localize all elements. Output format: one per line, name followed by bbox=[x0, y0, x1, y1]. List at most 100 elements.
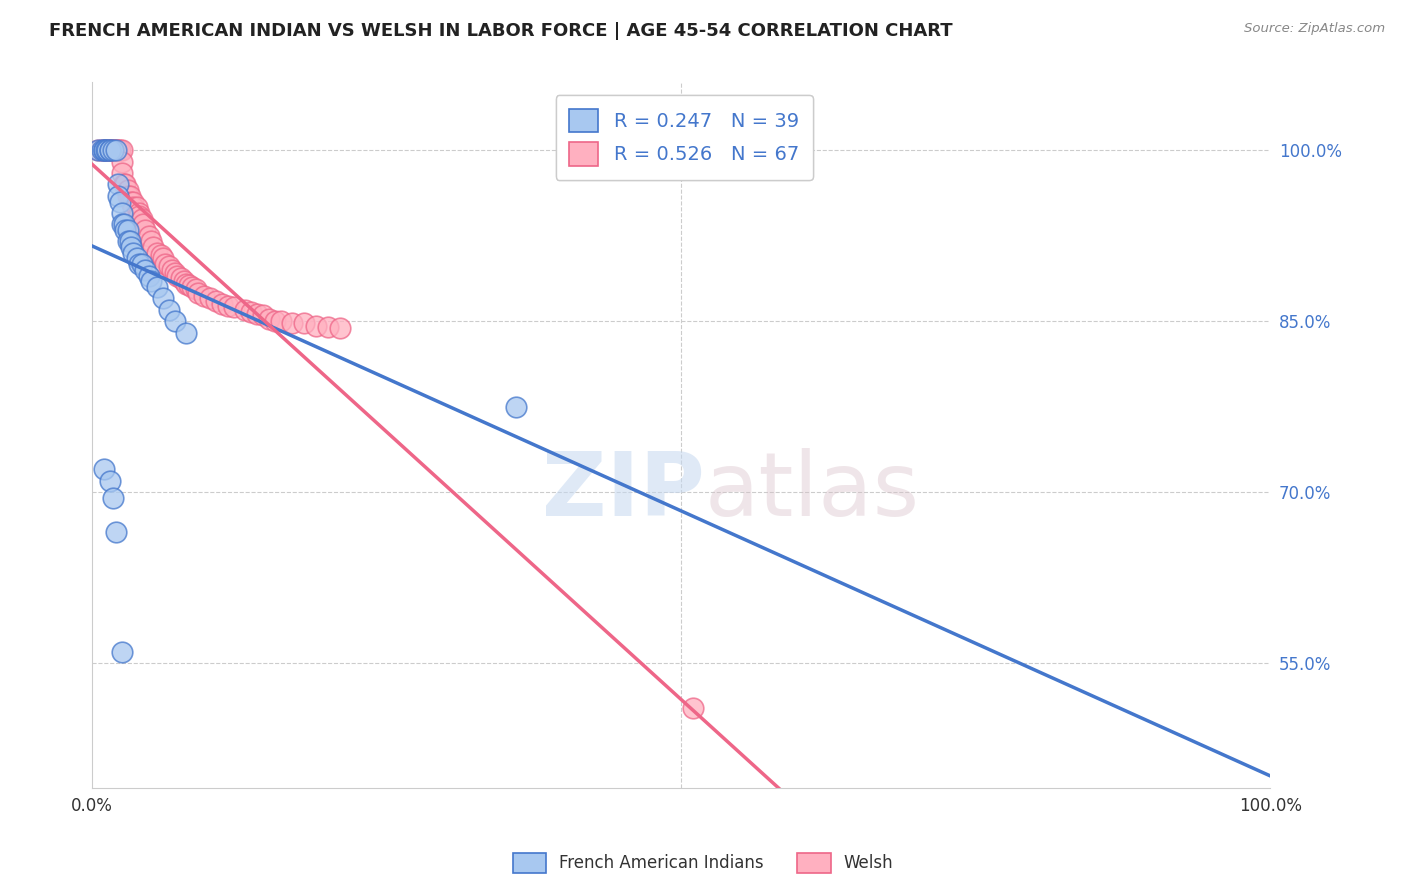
Text: atlas: atlas bbox=[704, 448, 920, 535]
Point bbox=[96, 143, 118, 157]
Point bbox=[117, 183, 139, 197]
Text: FRENCH AMERICAN INDIAN VS WELSH IN LABOR FORCE | AGE 45-54 CORRELATION CHART: FRENCH AMERICAN INDIAN VS WELSH IN LABOR… bbox=[49, 22, 953, 40]
Point bbox=[193, 289, 215, 303]
Point bbox=[235, 302, 257, 317]
Point bbox=[176, 326, 198, 340]
Point bbox=[117, 189, 139, 203]
Point bbox=[90, 143, 112, 157]
Point bbox=[118, 189, 141, 203]
Point bbox=[122, 200, 145, 214]
Point bbox=[157, 260, 180, 274]
Point bbox=[112, 217, 135, 231]
Point bbox=[112, 178, 135, 192]
Text: Source: ZipAtlas.com: Source: ZipAtlas.com bbox=[1244, 22, 1385, 36]
Point bbox=[96, 143, 118, 157]
Point bbox=[120, 240, 142, 254]
Point bbox=[281, 317, 304, 331]
Point bbox=[111, 217, 134, 231]
Point bbox=[682, 701, 704, 715]
Point bbox=[152, 252, 174, 266]
Point bbox=[316, 319, 339, 334]
Point bbox=[134, 263, 156, 277]
Point bbox=[98, 143, 121, 157]
Point bbox=[98, 474, 121, 488]
Point bbox=[169, 270, 191, 285]
Legend: French American Indians, Welsh: French American Indians, Welsh bbox=[506, 847, 900, 880]
Point bbox=[104, 143, 127, 157]
Point bbox=[128, 210, 150, 224]
Text: ZIP: ZIP bbox=[543, 448, 704, 535]
Point bbox=[187, 285, 209, 300]
Point bbox=[111, 154, 134, 169]
Point bbox=[263, 314, 285, 328]
Point bbox=[125, 200, 148, 214]
Point bbox=[163, 266, 186, 280]
Point bbox=[104, 524, 127, 539]
Point bbox=[292, 317, 315, 331]
Point bbox=[98, 143, 121, 157]
Point bbox=[117, 223, 139, 237]
Point bbox=[131, 257, 153, 271]
Point bbox=[93, 143, 115, 157]
Point bbox=[93, 143, 115, 157]
Point bbox=[146, 245, 169, 260]
Point bbox=[134, 223, 156, 237]
Point bbox=[257, 311, 280, 326]
Point bbox=[163, 314, 186, 328]
Legend: R = 0.247   N = 39, R = 0.526   N = 67: R = 0.247 N = 39, R = 0.526 N = 67 bbox=[555, 95, 813, 179]
Point bbox=[138, 228, 160, 243]
Point bbox=[176, 277, 198, 291]
Point bbox=[125, 252, 148, 266]
Point bbox=[87, 143, 110, 157]
Point bbox=[128, 257, 150, 271]
Point bbox=[103, 143, 125, 157]
Point bbox=[155, 257, 177, 271]
Point bbox=[211, 297, 233, 311]
Point bbox=[93, 462, 115, 476]
Point bbox=[90, 143, 112, 157]
Point bbox=[111, 166, 134, 180]
Point bbox=[103, 143, 125, 157]
Point bbox=[138, 268, 160, 283]
Point bbox=[205, 293, 228, 308]
Point bbox=[146, 280, 169, 294]
Point bbox=[117, 235, 139, 249]
Point bbox=[222, 301, 245, 315]
Point bbox=[157, 302, 180, 317]
Point bbox=[100, 143, 122, 157]
Point bbox=[110, 194, 132, 209]
Point bbox=[177, 277, 200, 292]
Point bbox=[87, 143, 110, 157]
Point bbox=[122, 245, 145, 260]
Point bbox=[246, 307, 269, 321]
Point bbox=[270, 314, 292, 328]
Point bbox=[118, 235, 141, 249]
Point bbox=[103, 491, 125, 505]
Point bbox=[103, 143, 125, 157]
Point bbox=[142, 240, 165, 254]
Point bbox=[181, 280, 204, 294]
Point bbox=[107, 143, 129, 157]
Point bbox=[104, 143, 127, 157]
Point bbox=[96, 143, 118, 157]
Point bbox=[97, 143, 120, 157]
Point bbox=[198, 291, 221, 305]
Point bbox=[107, 189, 129, 203]
Point bbox=[111, 644, 134, 658]
Point bbox=[93, 143, 115, 157]
Point bbox=[149, 248, 172, 262]
Point bbox=[122, 194, 145, 209]
Point bbox=[111, 143, 134, 157]
Point bbox=[252, 309, 274, 323]
Point bbox=[111, 206, 134, 220]
Point bbox=[329, 321, 352, 335]
Point bbox=[139, 274, 162, 288]
Point bbox=[166, 268, 188, 283]
Point bbox=[114, 223, 136, 237]
Point bbox=[104, 143, 127, 157]
Point bbox=[505, 400, 527, 414]
Point bbox=[240, 305, 263, 319]
Point bbox=[98, 143, 121, 157]
Point bbox=[173, 274, 195, 288]
Point bbox=[120, 194, 142, 209]
